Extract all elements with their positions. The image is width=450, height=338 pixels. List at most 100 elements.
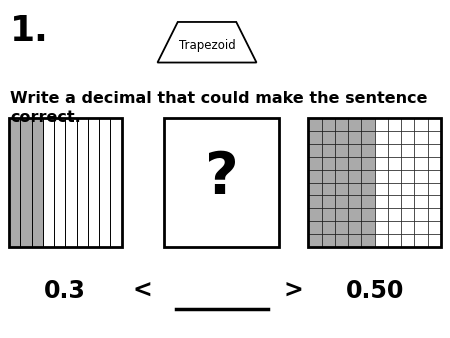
Bar bbox=[348, 221, 361, 234]
Bar bbox=[321, 183, 335, 195]
Bar bbox=[361, 170, 374, 183]
Bar bbox=[335, 131, 348, 144]
Bar bbox=[414, 183, 428, 195]
Bar bbox=[335, 118, 348, 131]
Bar bbox=[388, 183, 401, 195]
Bar bbox=[348, 234, 361, 247]
Bar bbox=[388, 144, 401, 157]
Bar bbox=[321, 195, 335, 208]
Bar bbox=[361, 118, 374, 131]
Text: Trapezoid: Trapezoid bbox=[179, 39, 235, 52]
Bar bbox=[308, 118, 321, 131]
Bar bbox=[308, 118, 441, 247]
Text: 0.3: 0.3 bbox=[44, 279, 86, 303]
Bar bbox=[9, 118, 20, 247]
Bar bbox=[348, 183, 361, 195]
Polygon shape bbox=[158, 22, 256, 63]
Bar bbox=[428, 157, 441, 170]
Bar bbox=[374, 144, 388, 157]
Bar bbox=[335, 195, 348, 208]
Bar bbox=[401, 221, 414, 234]
Bar bbox=[361, 221, 374, 234]
Bar bbox=[361, 131, 374, 144]
Bar bbox=[335, 221, 348, 234]
Bar bbox=[348, 170, 361, 183]
Bar bbox=[110, 118, 122, 247]
Bar bbox=[308, 157, 321, 170]
Bar bbox=[335, 157, 348, 170]
Bar bbox=[32, 118, 43, 247]
Text: 0.50: 0.50 bbox=[346, 279, 404, 303]
Bar bbox=[414, 234, 428, 247]
Bar bbox=[374, 234, 388, 247]
Bar bbox=[20, 118, 32, 247]
Bar bbox=[348, 144, 361, 157]
Bar bbox=[308, 183, 321, 195]
Bar bbox=[414, 221, 428, 234]
Bar bbox=[361, 208, 374, 221]
Bar bbox=[361, 183, 374, 195]
Bar bbox=[374, 170, 388, 183]
Bar bbox=[335, 234, 348, 247]
Bar bbox=[308, 170, 321, 183]
Bar bbox=[414, 208, 428, 221]
Bar bbox=[99, 118, 110, 247]
Bar bbox=[401, 131, 414, 144]
Bar bbox=[374, 157, 388, 170]
Bar bbox=[388, 157, 401, 170]
Bar bbox=[308, 234, 321, 247]
Bar bbox=[335, 208, 348, 221]
Text: Write a decimal that could make the sentence
correct.: Write a decimal that could make the sent… bbox=[10, 91, 427, 125]
Bar bbox=[414, 195, 428, 208]
Bar bbox=[401, 195, 414, 208]
Bar bbox=[308, 221, 321, 234]
Bar bbox=[401, 208, 414, 221]
Text: <: < bbox=[133, 279, 153, 303]
Bar bbox=[321, 131, 335, 144]
Bar bbox=[401, 157, 414, 170]
Bar bbox=[335, 144, 348, 157]
Bar bbox=[374, 195, 388, 208]
Bar bbox=[164, 118, 279, 247]
Bar bbox=[414, 131, 428, 144]
Bar bbox=[374, 208, 388, 221]
Bar bbox=[321, 208, 335, 221]
Text: 1.: 1. bbox=[10, 14, 49, 48]
Bar bbox=[321, 157, 335, 170]
Bar bbox=[348, 208, 361, 221]
Bar bbox=[428, 144, 441, 157]
Bar bbox=[428, 208, 441, 221]
Bar bbox=[388, 118, 401, 131]
Bar bbox=[428, 183, 441, 195]
Bar bbox=[374, 221, 388, 234]
Bar bbox=[361, 195, 374, 208]
Bar bbox=[374, 118, 388, 131]
Bar bbox=[361, 144, 374, 157]
Bar bbox=[401, 144, 414, 157]
Bar bbox=[321, 221, 335, 234]
Bar bbox=[65, 118, 77, 247]
Bar bbox=[374, 131, 388, 144]
Bar bbox=[428, 170, 441, 183]
Bar bbox=[428, 131, 441, 144]
Bar bbox=[348, 157, 361, 170]
Bar bbox=[308, 131, 321, 144]
Bar bbox=[401, 170, 414, 183]
Bar bbox=[414, 144, 428, 157]
Bar bbox=[388, 131, 401, 144]
Bar bbox=[428, 234, 441, 247]
Bar bbox=[88, 118, 99, 247]
Bar bbox=[388, 221, 401, 234]
Text: >: > bbox=[284, 279, 304, 303]
Bar bbox=[428, 118, 441, 131]
Bar bbox=[9, 118, 122, 247]
Bar bbox=[414, 170, 428, 183]
Bar bbox=[54, 118, 65, 247]
Text: ?: ? bbox=[205, 149, 238, 206]
Bar bbox=[388, 208, 401, 221]
Bar bbox=[321, 170, 335, 183]
Bar bbox=[335, 183, 348, 195]
Bar bbox=[428, 221, 441, 234]
Bar bbox=[335, 170, 348, 183]
Bar bbox=[308, 195, 321, 208]
